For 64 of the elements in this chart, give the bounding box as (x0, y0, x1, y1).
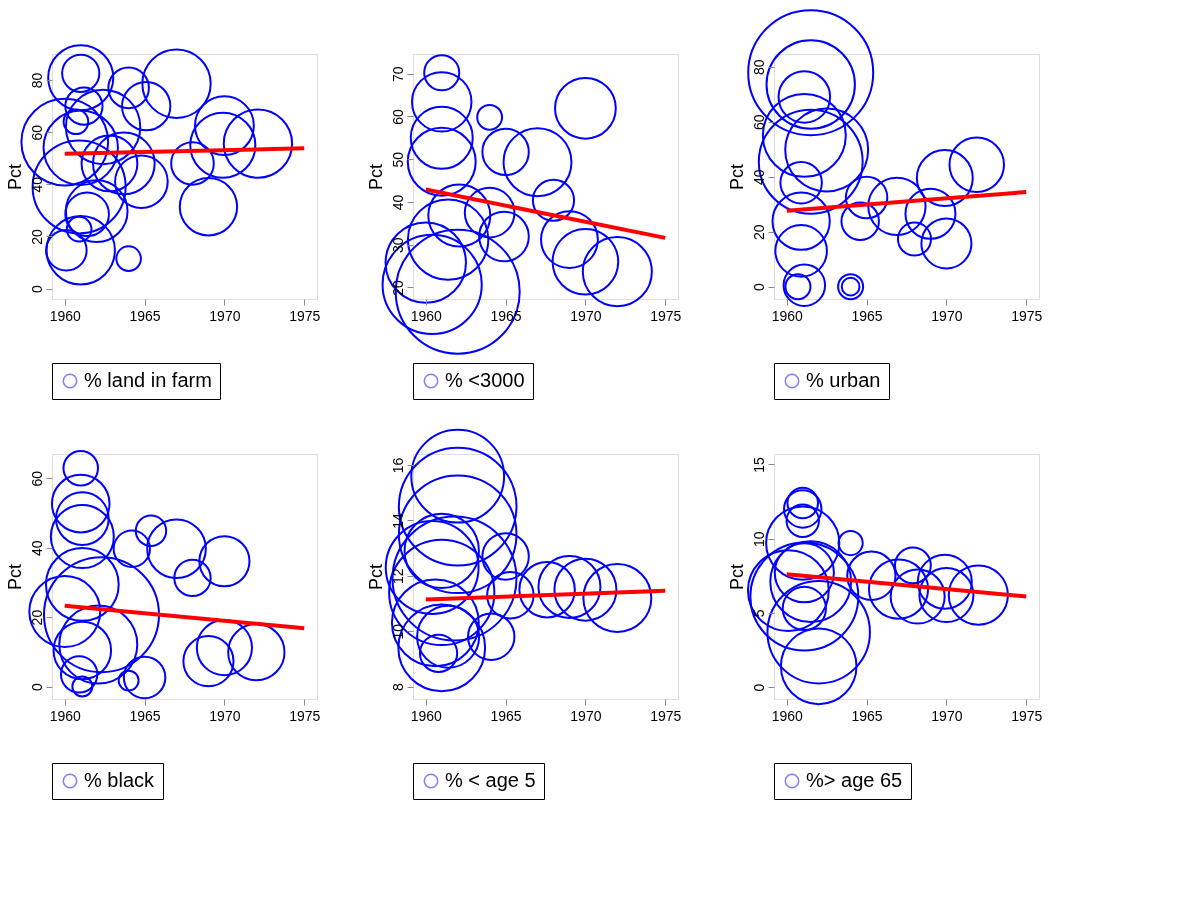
y-tick-label: 15 (750, 456, 767, 473)
x-tick-label: 1970 (209, 307, 241, 324)
y-tick-label: 0 (28, 682, 45, 691)
x-tick-label: 1975 (289, 307, 321, 324)
y-tick-label: 40 (750, 169, 767, 185)
y-axis-title: Pct (4, 163, 25, 191)
y-tick-label: 20 (28, 609, 45, 626)
y-tick-label: 20 (28, 228, 45, 245)
y-axis-title: Pct (365, 163, 386, 191)
y-tick-label: 40 (28, 176, 45, 193)
y-tick-label: 0 (28, 284, 45, 293)
y-tick-label: 60 (28, 124, 45, 141)
y-tick-label: 40 (28, 540, 45, 556)
legend-label: % black (84, 769, 156, 791)
y-axis-title: Pct (726, 563, 747, 591)
x-tick-label: 1970 (570, 307, 602, 324)
y-tick-label: 5 (750, 609, 767, 618)
legend-label: % <3000 (445, 369, 525, 391)
x-tick-label: 1975 (1011, 707, 1043, 724)
x-tick-label: 1965 (129, 707, 161, 724)
y-tick-label: 60 (28, 470, 45, 487)
y-axis-title: Pct (365, 563, 386, 591)
y-tick-label: 70 (389, 66, 406, 82)
y-tick-label: 40 (389, 194, 406, 211)
y-tick-label: 10 (389, 623, 406, 640)
x-tick-label: 1965 (490, 707, 522, 724)
y-tick-label: 50 (389, 151, 406, 168)
y-tick-label: 0 (750, 283, 767, 292)
y-tick-label: 20 (389, 279, 406, 296)
y-tick-label: 16 (389, 457, 406, 474)
legend-label: % urban (806, 369, 881, 391)
legend-label: % land in farm (84, 369, 212, 391)
x-tick-label: 1965 (129, 307, 161, 324)
y-tick-label: 60 (750, 114, 767, 130)
y-axis-title: Pct (4, 563, 25, 591)
x-tick-label: 1975 (289, 707, 321, 724)
y-tick-label: 14 (389, 512, 406, 529)
x-tick-label: 1960 (410, 307, 443, 324)
y-tick-label: 80 (750, 59, 767, 75)
x-tick-label: 1970 (570, 707, 602, 724)
x-tick-label: 1960 (49, 307, 82, 324)
y-axis-title: Pct (726, 163, 747, 191)
x-tick-label: 1975 (1011, 307, 1043, 324)
x-tick-label: 1975 (650, 707, 682, 724)
legend-label: % < age 5 (445, 769, 536, 791)
y-tick-label: 20 (750, 224, 767, 240)
y-tick-label: 8 (389, 682, 406, 691)
x-tick-label: 1960 (410, 707, 443, 724)
y-tick-label: 80 (28, 72, 45, 89)
x-tick-label: 1960 (49, 707, 82, 724)
x-tick-label: 1970 (931, 707, 963, 724)
x-tick-label: 1960 (771, 307, 804, 324)
x-tick-label: 1970 (931, 307, 963, 324)
x-tick-label: 1970 (209, 707, 241, 724)
x-tick-label: 1965 (851, 707, 883, 724)
y-tick-label: 60 (389, 108, 406, 125)
y-tick-label: 10 (750, 531, 767, 547)
y-tick-label: 12 (389, 568, 406, 585)
legend-label: %> age 65 (806, 769, 903, 791)
y-tick-label: 30 (389, 237, 406, 253)
x-tick-label: 1965 (851, 307, 883, 324)
x-tick-label: 1960 (771, 707, 804, 724)
y-tick-label: 0 (750, 683, 767, 692)
x-tick-label: 1975 (650, 307, 682, 324)
